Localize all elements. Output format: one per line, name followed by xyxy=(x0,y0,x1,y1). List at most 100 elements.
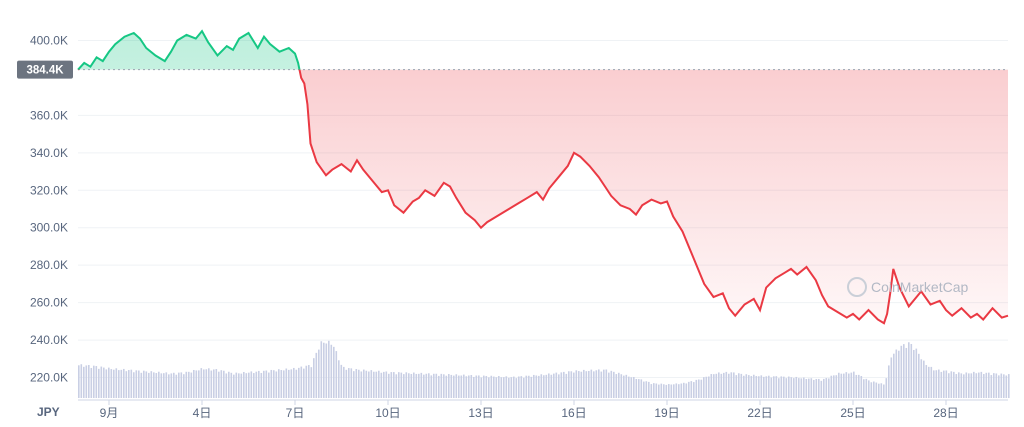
volume-bar-49 xyxy=(200,368,203,398)
volume-bar-212 xyxy=(608,372,610,398)
volume-bar-140 xyxy=(428,373,430,398)
volume-bar-282 xyxy=(783,376,785,398)
x-tick-label-5: 16日 xyxy=(561,406,586,420)
volume-bar-18 xyxy=(123,368,125,398)
volume-bar-80 xyxy=(278,369,280,398)
volume-bar-152 xyxy=(458,375,460,398)
volume-bar-372 xyxy=(1008,374,1010,398)
volume-bar-168 xyxy=(498,375,500,398)
volume-bar-322 xyxy=(883,384,885,398)
volume-bar-33 xyxy=(160,373,163,398)
volume-bar-113 xyxy=(360,371,363,398)
volume-bar-331 xyxy=(905,347,908,398)
volume-bar-301 xyxy=(830,375,833,398)
volume-bar-184 xyxy=(538,375,540,398)
volume-bar-197 xyxy=(570,371,573,398)
volume-bar-206 xyxy=(593,371,595,398)
volume-bar-173 xyxy=(510,377,513,398)
volume-bar-121 xyxy=(380,372,383,398)
volume-bar-20 xyxy=(128,370,130,398)
y-tick-label-4: 300.0K xyxy=(30,221,68,235)
volume-bar-98 xyxy=(323,342,325,398)
volume-bar-286 xyxy=(793,378,795,398)
volume-bar-24 xyxy=(138,370,140,398)
volume-bar-171 xyxy=(505,376,508,398)
volume-bar-112 xyxy=(358,369,360,398)
volume-bar-329 xyxy=(900,345,903,398)
volume-bar-45 xyxy=(190,372,193,398)
volume-bar-128 xyxy=(398,372,400,398)
volume-bar-126 xyxy=(393,372,395,398)
volume-bar-61 xyxy=(230,372,233,398)
volume-bar-177 xyxy=(520,376,523,398)
volume-bar-2 xyxy=(83,366,85,398)
volume-bar-339 xyxy=(925,365,928,398)
volume-bar-141 xyxy=(430,375,433,398)
volume-bar-34 xyxy=(163,373,165,398)
volume-bar-316 xyxy=(868,380,870,398)
volume-bar-327 xyxy=(895,349,898,398)
volume-bar-148 xyxy=(448,374,450,398)
volume-bar-219 xyxy=(625,374,628,398)
volume-bar-290 xyxy=(803,377,805,398)
y-tick-label-0: 220.0K xyxy=(30,371,68,385)
watermark-logo-icon xyxy=(847,277,867,297)
volume-bar-68 xyxy=(248,372,250,398)
volume-bar-145 xyxy=(440,373,443,398)
volume-bar-218 xyxy=(623,375,625,398)
volume-bar-138 xyxy=(423,374,425,398)
volume-bar-181 xyxy=(530,376,533,398)
volume-bar-268 xyxy=(748,375,750,398)
volume-bar-175 xyxy=(515,378,518,398)
volume-bar-313 xyxy=(860,376,863,398)
volume-bar-248 xyxy=(698,379,700,398)
volume-bar-326 xyxy=(893,353,895,398)
volume-bar-196 xyxy=(568,371,570,398)
volume-bar-179 xyxy=(525,375,528,398)
volume-bar-259 xyxy=(725,371,728,398)
current-price-tag: 384.4K xyxy=(17,60,73,79)
volume-bar-292 xyxy=(808,378,810,398)
volume-bar-108 xyxy=(348,368,350,398)
volume-bar-147 xyxy=(445,375,448,398)
volume-bar-15 xyxy=(115,368,118,398)
volume-bar-89 xyxy=(300,366,303,398)
price-line-up xyxy=(77,29,301,70)
volume-bar-319 xyxy=(875,382,878,398)
volume-bar-102 xyxy=(333,346,335,398)
volume-bar-170 xyxy=(503,377,505,398)
volume-bar-70 xyxy=(253,373,255,398)
volume-bar-91 xyxy=(305,365,308,398)
volume-bar-83 xyxy=(285,368,288,398)
volume-bar-234 xyxy=(663,384,665,398)
volume-bar-42 xyxy=(183,374,185,398)
volume-bar-120 xyxy=(378,370,380,398)
volume-bar-251 xyxy=(705,376,708,398)
volume-bar-57 xyxy=(220,370,223,398)
price-lines xyxy=(77,29,1009,325)
volume-bar-190 xyxy=(553,373,555,398)
volume-bar-363 xyxy=(985,372,988,398)
volume-bar-343 xyxy=(935,370,938,398)
y-tick-label-6: 340.0K xyxy=(30,146,68,160)
volume-bar-32 xyxy=(158,371,160,398)
volume-bar-247 xyxy=(695,379,698,398)
price-areas xyxy=(78,31,1008,324)
volume-bar-228 xyxy=(648,381,650,398)
volume-bar-216 xyxy=(618,372,620,398)
volume-bar-318 xyxy=(873,381,875,398)
volume-bar-269 xyxy=(750,376,753,398)
volume-bar-203 xyxy=(585,371,588,398)
volume-bar-22 xyxy=(133,372,135,398)
volume-bar-88 xyxy=(298,367,300,398)
volume-bar-146 xyxy=(443,374,445,398)
volume-bar-92 xyxy=(308,365,310,398)
volume-bar-172 xyxy=(508,377,510,398)
volume-bar-13 xyxy=(110,369,113,398)
volume-bar-296 xyxy=(818,378,820,398)
volume-bar-149 xyxy=(450,374,453,398)
volume-bar-221 xyxy=(630,377,633,398)
volume-bar-78 xyxy=(273,370,275,398)
volume-bar-154 xyxy=(463,374,465,398)
volume-bar-208 xyxy=(598,369,600,398)
